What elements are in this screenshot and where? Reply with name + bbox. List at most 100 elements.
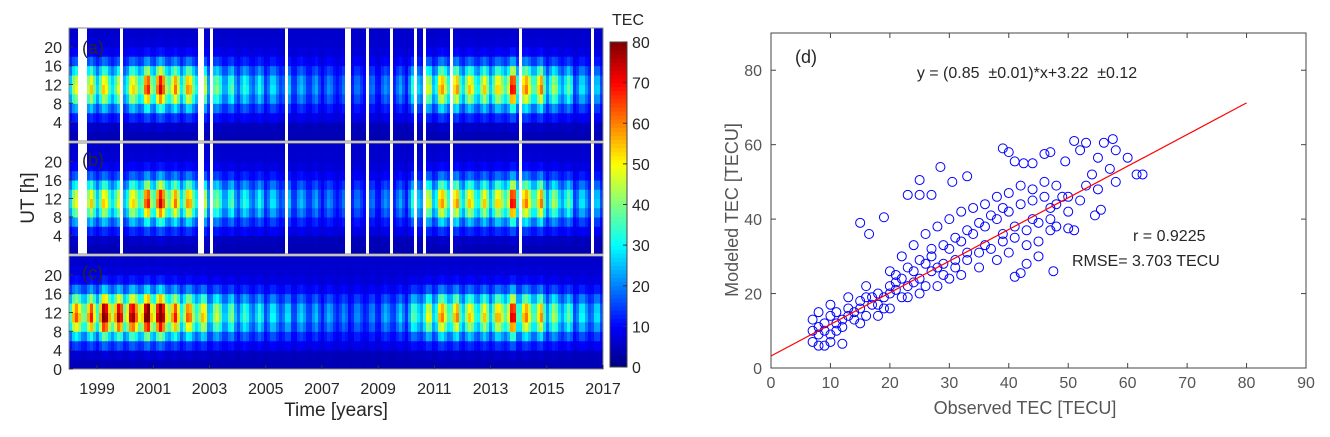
heatmap-cell — [234, 198, 238, 209]
heatmap-cell — [255, 122, 259, 133]
heatmap-cell — [84, 170, 88, 181]
heatmap-cell — [162, 293, 166, 304]
heatmap-cell — [162, 189, 166, 199]
heatmap-cell — [207, 189, 211, 199]
heatmap-cell — [126, 170, 130, 181]
heatmap-cell — [138, 75, 142, 85]
heatmap-cell — [189, 256, 193, 266]
heatmap-cell — [144, 28, 148, 38]
heatmap-cell — [270, 103, 274, 114]
heatmap-cell — [246, 84, 250, 95]
heatmap-cell — [318, 180, 322, 190]
heatmap-cell — [231, 350, 235, 361]
heatmap-cell — [495, 189, 499, 199]
heatmap-cell — [252, 152, 256, 162]
heatmap-cell — [387, 180, 391, 190]
heatmap-cell — [357, 143, 361, 153]
heatmap-cell — [501, 122, 505, 133]
heatmap-cell — [549, 198, 553, 209]
heatmap-cell — [72, 143, 76, 153]
heatmap-cell — [354, 198, 358, 209]
heatmap-cell — [543, 189, 547, 199]
heatmap-cell — [189, 84, 193, 95]
heatmap-cell — [345, 226, 349, 236]
heatmap-cell — [186, 112, 190, 123]
heatmap-cell — [444, 161, 448, 172]
heatmap-cell — [444, 143, 448, 153]
heatmap-cell — [165, 303, 169, 313]
heatmap-cell — [318, 152, 322, 162]
heatmap-cell — [219, 56, 223, 67]
heatmap-cell — [408, 93, 412, 104]
heatmap-cell — [573, 56, 577, 67]
heatmap-cell — [288, 226, 292, 236]
heatmap-cell — [348, 103, 352, 114]
heatmap-cell — [543, 152, 547, 162]
heatmap-cell — [348, 235, 352, 246]
heatmap-cell — [237, 131, 241, 142]
heatmap-cell — [540, 112, 544, 123]
heatmap-cell — [186, 293, 190, 304]
heatmap-cell — [189, 226, 193, 236]
heatmap-cell — [144, 56, 148, 67]
heatmap-cell — [186, 131, 190, 142]
heatmap-cell — [156, 93, 160, 104]
heatmap-cell — [345, 198, 349, 209]
heatmap-cell — [513, 46, 517, 57]
heatmap-cell — [195, 312, 199, 323]
heatmap-cell — [93, 207, 97, 218]
heatmap-cell — [252, 65, 256, 76]
heatmap-cell — [141, 293, 145, 304]
heatmap-cell — [525, 143, 529, 153]
heatmap-cell — [171, 293, 175, 304]
heatmap-cell — [408, 161, 412, 172]
heatmap-cell — [387, 170, 391, 181]
heatmap-cell — [342, 226, 346, 236]
heatmap-cell — [99, 112, 103, 123]
heatmap-cell — [159, 359, 163, 370]
heatmap-cell — [177, 37, 181, 48]
heatmap-cell — [117, 274, 121, 285]
heatmap-cell — [195, 189, 199, 199]
heatmap-cell — [564, 122, 568, 133]
heatmap-cell — [519, 189, 523, 199]
heatmap-cell — [480, 152, 484, 162]
heatmap-cell — [324, 189, 328, 199]
heatmap-cell — [558, 103, 562, 114]
heatmap-cell — [306, 103, 310, 114]
heatmap-cell — [228, 312, 232, 323]
heatmap-cell — [153, 46, 157, 57]
heatmap-cell — [177, 189, 181, 199]
heatmap-cell — [357, 180, 361, 190]
heatmap-cell — [330, 103, 334, 114]
heatmap-cell — [513, 189, 517, 199]
heatmap-cell — [549, 37, 553, 48]
heatmap-cell — [543, 122, 547, 133]
heatmap-cell — [507, 198, 511, 209]
heatmap-cell — [318, 189, 322, 199]
heatmap-cell — [447, 103, 451, 114]
heatmap-cell — [534, 65, 538, 76]
heatmap-cell — [132, 75, 136, 85]
heatmap-cell — [213, 84, 217, 95]
heatmap-cell — [351, 244, 355, 255]
heatmap-cell — [93, 312, 97, 323]
heatmap-cell — [111, 265, 115, 276]
heatmap-cell — [93, 189, 97, 199]
heatmap-cell — [222, 180, 226, 190]
heatmap-cell — [303, 226, 307, 236]
heatmap-cell — [162, 359, 166, 370]
heatmap-cell — [423, 28, 427, 38]
heatmap-cell — [393, 235, 397, 246]
heatmap-cell — [378, 235, 382, 246]
heatmap-cell — [321, 170, 325, 181]
heatmap-cell — [171, 321, 175, 332]
heatmap-cell — [366, 75, 370, 85]
heatmap-cell — [120, 28, 124, 38]
heatmap-cell — [531, 56, 535, 67]
heatmap-cell — [555, 93, 559, 104]
heatmap-cell — [267, 131, 271, 142]
heatmap-cell — [432, 93, 436, 104]
heatmap-cell — [462, 180, 466, 190]
